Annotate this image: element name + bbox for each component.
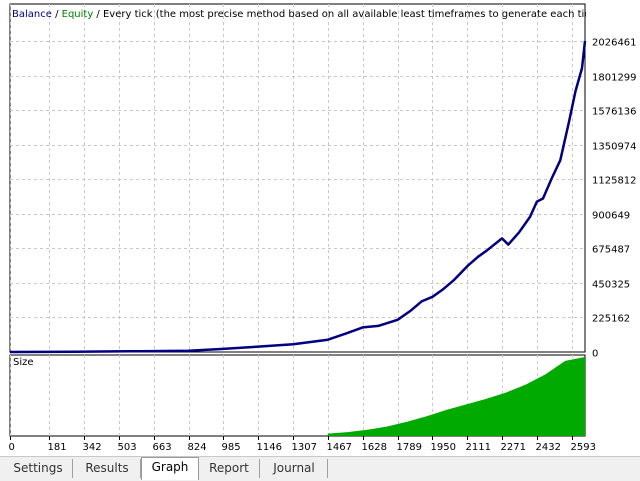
- series-line-balance: [9, 40, 587, 354]
- tab-report[interactable]: Report: [199, 459, 260, 478]
- x-tick-label: 1628: [362, 442, 387, 453]
- x-tick-label: 0: [9, 442, 15, 453]
- chart-header: Balance / Equity / Every tick (the most …: [12, 9, 586, 20]
- x-tick-label: 342: [83, 442, 102, 453]
- y-tick-label: 1801299: [592, 73, 637, 84]
- x-tick-label: 2271: [501, 442, 526, 453]
- tab-journal[interactable]: Journal: [261, 459, 328, 478]
- x-tick-label: 1467: [327, 442, 352, 453]
- balance-chart: 0 225162 450325 675487 900649 1125812 1350974 1…: [9, 3, 637, 453]
- x-tick-label: 2432: [536, 442, 561, 453]
- x-tick-label: 181: [48, 442, 67, 453]
- y-tick-label: 1576136: [592, 107, 637, 118]
- size-panel-label: Size: [13, 357, 34, 368]
- legend-balance: Balance: [12, 9, 52, 20]
- main-plot-frame: [9, 3, 586, 353]
- legend-equity: Equity: [61, 9, 94, 20]
- x-tick-label: 1789: [397, 442, 422, 453]
- x-tick-label: 1307: [292, 442, 317, 453]
- tab-settings[interactable]: Settings: [4, 459, 73, 478]
- test-description: / Every tick (the most precise method ba…: [93, 9, 586, 20]
- y-tick-label: 1125812: [592, 176, 637, 187]
- tab-graph[interactable]: Graph: [141, 457, 199, 480]
- y-tick-label: 900649: [592, 211, 630, 222]
- y-tick-label: 675487: [592, 245, 630, 256]
- x-tick-label: 2111: [466, 442, 491, 453]
- x-tick-label: 663: [153, 442, 172, 453]
- x-tick-label: 503: [118, 442, 137, 453]
- y-tick-label: 0: [592, 349, 598, 360]
- size-area: [327, 357, 585, 436]
- tab-results[interactable]: Results: [74, 459, 141, 478]
- legend-separator: /: [51, 9, 62, 20]
- y-tick-label: 450325: [592, 280, 630, 291]
- x-tick-label: 2593: [571, 442, 596, 453]
- y-tick-label: 1350974: [592, 142, 637, 153]
- x-tick-label: 824: [188, 442, 207, 453]
- y-tick-label: 225162: [592, 314, 630, 325]
- graph-area: 0 225162 450325 675487 900649 1125812 1350974 1…: [8, 3, 637, 453]
- y-tick-label: 2026461: [592, 38, 637, 49]
- x-tick-label: 1146: [257, 442, 282, 453]
- tester-tab-bar: Settings Results Graph Report Journal: [0, 456, 640, 481]
- x-tick-label: 985: [222, 442, 241, 453]
- x-tick-label: 1950: [431, 442, 456, 453]
